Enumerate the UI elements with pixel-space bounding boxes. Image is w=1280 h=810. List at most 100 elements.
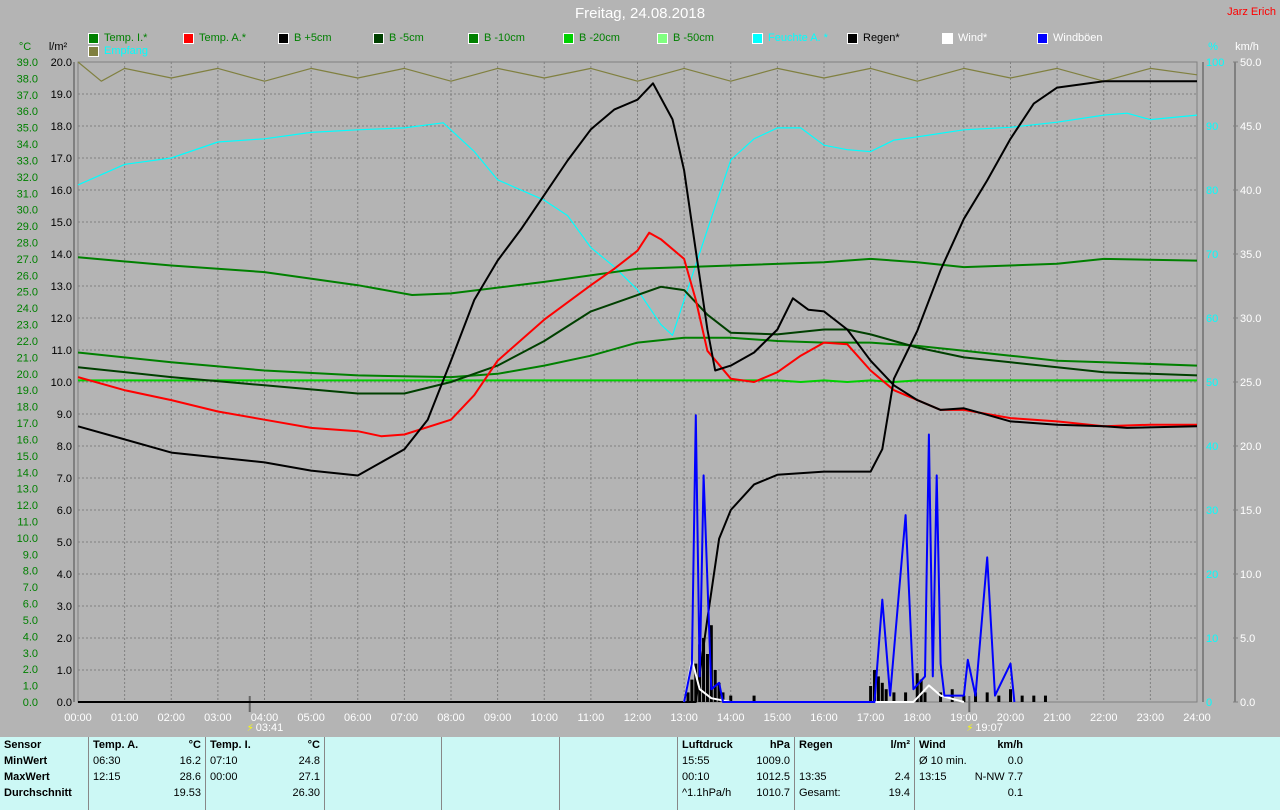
y-tick-label-wind: 30.0 [1240, 313, 1261, 325]
max-time: 00:00 [210, 771, 238, 783]
rain-bar [923, 692, 927, 702]
rain-bar [962, 695, 966, 702]
x-tick-label: 21:00 [1043, 712, 1071, 724]
max-value: 2.4 [894, 771, 910, 783]
lightning-icon: ⚡ [966, 723, 973, 734]
y-tick-label-rain: 5.0 [57, 537, 72, 549]
x-tick-label: 10:00 [530, 712, 558, 724]
y-tick-label-rain: 11.0 [51, 345, 72, 357]
legend-swatch [468, 32, 479, 44]
unit: °C [307, 739, 320, 751]
rain-bar [1020, 695, 1024, 702]
y-tick-label-celsius: 36.0 [17, 106, 38, 118]
y-tick-label-rain: 16.0 [51, 185, 72, 197]
y-tick-label-celsius: 21.0 [17, 352, 38, 364]
legend-swatch [88, 45, 99, 57]
y-tick-label-rain: 18.0 [51, 121, 72, 133]
x-tick-label: 09:00 [484, 712, 512, 724]
axis-unit-humidity: % [1208, 41, 1218, 53]
legend-label: B -10cm [484, 32, 525, 44]
label: MinWert [4, 755, 48, 767]
legend-item: Temp. I.* [88, 32, 147, 44]
axis-unit-celsius: °C [19, 41, 31, 53]
y-tick-label-celsius: 19.0 [17, 385, 38, 397]
rain-bar [884, 689, 888, 702]
x-tick-label: 05:00 [297, 712, 325, 724]
y-tick-label-rain: 0.0 [57, 697, 72, 709]
legend-label: Regen* [863, 32, 900, 44]
legend-label: Empfang [104, 45, 149, 57]
y-tick-label-celsius: 6.0 [23, 599, 38, 611]
y-tick-label-celsius: 25.0 [17, 287, 38, 299]
y-tick-label-wind: 35.0 [1240, 249, 1261, 261]
y-tick-label-humidity: 20 [1206, 569, 1218, 581]
y-tick-label-rain: 1.0 [57, 665, 72, 677]
y-tick-label-celsius: 10.0 [17, 533, 38, 545]
y-tick-label-humidity: 90 [1206, 121, 1218, 133]
stats-col-pressure: Luftdruck hPa 15:55 1009.0 00:10 1012.5 ^1.… [678, 737, 795, 810]
legend-swatch [88, 32, 99, 44]
stats-col-sensor: Sensor MinWert MaxWert Durchschnitt [0, 737, 89, 810]
legend-item: Windböen [1037, 32, 1103, 44]
trend: ^1.1hPa/h [682, 787, 732, 799]
y-tick-label-celsius: 38.0 [17, 73, 38, 85]
label: MaxWert [4, 771, 50, 783]
y-tick-label-celsius: 34.0 [17, 139, 38, 151]
legend-swatch [278, 32, 289, 44]
x-tick-label: 02:00 [157, 712, 185, 724]
legend-item: Temp. A.* [183, 32, 246, 44]
series-line-b-20cm [78, 379, 1197, 383]
rain-bar [1009, 689, 1012, 702]
axis-unit-wind: km/h [1235, 41, 1259, 53]
label: Sensor [4, 739, 42, 751]
x-tick-label: 01:00 [111, 712, 139, 724]
y-tick-label-celsius: 17.0 [17, 418, 38, 430]
rain-bar [974, 692, 978, 702]
legend-swatch [752, 32, 763, 44]
y-tick-label-celsius: 27.0 [17, 254, 38, 266]
rain-bar [919, 679, 923, 702]
y-tick-label-wind: 20.0 [1240, 441, 1261, 453]
label: Durchschnitt [4, 787, 72, 799]
header: Luftdruck [682, 739, 733, 751]
y-tick-label-rain: 8.0 [57, 441, 72, 453]
y-tick-label-rain: 3.0 [57, 601, 72, 613]
rain-bar [705, 654, 709, 702]
series-line-windb-en [683, 414, 1016, 703]
marker-label: 03:41 [256, 722, 284, 734]
avg10-label: Ø 10 min. [919, 755, 967, 767]
y-tick-label-celsius: 7.0 [23, 582, 38, 594]
stats-col-empty [325, 737, 442, 810]
x-tick-label: 08:00 [437, 712, 465, 724]
y-tick-label-celsius: 29.0 [17, 221, 38, 233]
y-tick-label-rain: 12.0 [51, 313, 72, 325]
y-tick-label-wind: 15.0 [1240, 505, 1261, 517]
x-tick-label: 16:00 [810, 712, 838, 724]
y-tick-label-humidity: 50 [1206, 377, 1218, 389]
y-tick-label-humidity: 70 [1206, 249, 1218, 261]
y-tick-label-celsius: 35.0 [17, 123, 38, 135]
max-value: 27.1 [298, 771, 320, 783]
avg-value: 19.53 [173, 787, 201, 799]
rain-bar [915, 673, 919, 702]
avg10-value: 0.0 [1007, 755, 1023, 767]
y-tick-label-celsius: 28.0 [17, 238, 38, 250]
weather-chart: 00:00 01:00 02:00 03:00 04:00 05:00 06:00 07:00… [17, 41, 1262, 734]
x-tick-label: 06:00 [344, 712, 372, 724]
stats-col-empty [442, 737, 560, 810]
rain-bar [997, 695, 1001, 702]
rain-bar [939, 692, 943, 702]
avg-value: 1010.7 [756, 787, 790, 799]
y-tick-label-celsius: 24.0 [17, 303, 38, 315]
legend-item: Wind* [942, 32, 987, 44]
rain-bar [702, 638, 706, 702]
min-time: 15:55 [682, 755, 710, 767]
legend-label: Temp. A.* [199, 32, 247, 44]
rain-bar [729, 695, 733, 702]
y-tick-label-celsius: 30.0 [17, 205, 38, 217]
x-tick-label: 03:00 [204, 712, 232, 724]
y-tick-label-celsius: 0.0 [23, 697, 38, 709]
rain-bar [869, 686, 873, 702]
max-time: 13:15 [919, 771, 947, 783]
y-tick-label-celsius: 32.0 [17, 172, 38, 184]
